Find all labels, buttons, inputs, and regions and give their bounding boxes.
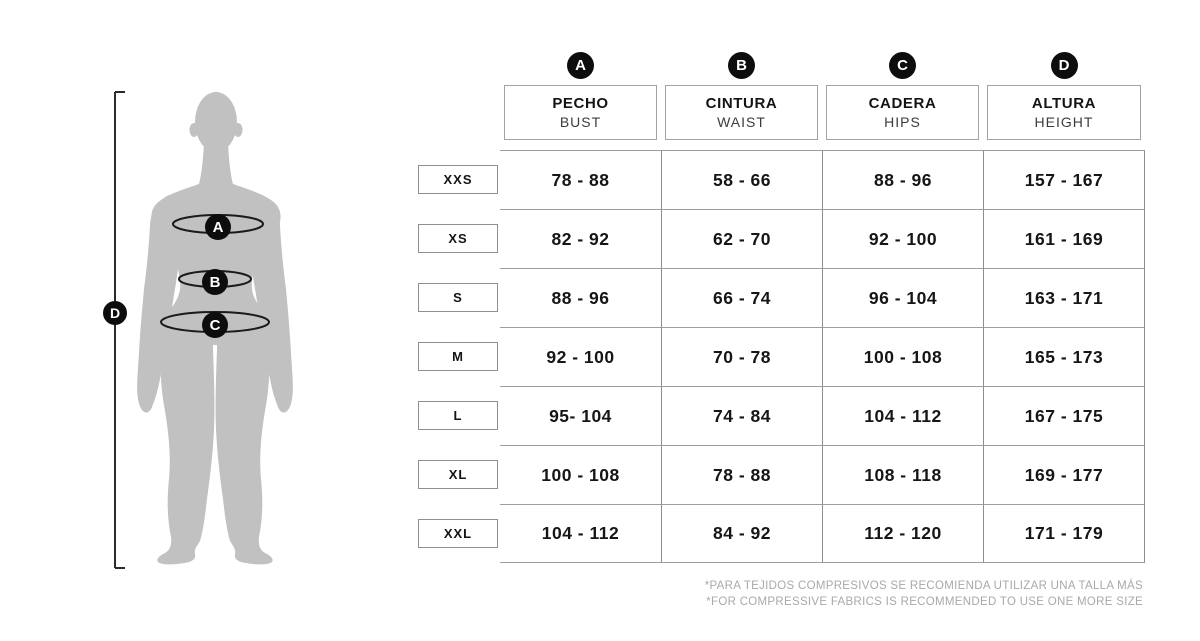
footnotes: *PARA TEJIDOS COMPRESIVOS SE RECOMIENDA … (705, 578, 1143, 610)
column-c-badge: C (889, 51, 916, 79)
cell-height: 167 - 175 (983, 386, 1145, 445)
size-label: XXS (418, 165, 498, 194)
footnote-en: *FOR COMPRESSIVE FABRICS IS RECOMMENDED … (706, 596, 1143, 608)
header-waist-es: CINTURA (705, 95, 778, 112)
marker-bust-letter: A (213, 219, 224, 236)
size-label: M (418, 342, 498, 371)
cell-height: 163 - 171 (983, 268, 1145, 327)
cell-waist: 78 - 88 (661, 445, 822, 504)
marker-height: D (103, 301, 127, 325)
column-header-row: PECHO BUST CINTURA WAIST CADERA HIPS ALT… (418, 85, 1145, 140)
cell-waist: 74 - 84 (661, 386, 822, 445)
cell-waist: 66 - 74 (661, 268, 822, 327)
size-label: XL (418, 460, 498, 489)
cell-height: 169 - 177 (983, 445, 1145, 504)
cell-hips: 100 - 108 (822, 327, 983, 386)
cell-bust: 82 - 92 (500, 209, 661, 268)
header-hips-es: CADERA (868, 95, 937, 112)
table-row-m: M 92 - 100 70 - 78 100 - 108 165 - 173 (418, 327, 1145, 386)
marker-waist-letter: B (210, 274, 221, 291)
cell-height: 157 - 167 (983, 150, 1145, 209)
cell-height: 161 - 169 (983, 209, 1145, 268)
cell-height: 171 - 179 (983, 504, 1145, 563)
header-waist: CINTURA WAIST (665, 85, 818, 140)
cell-waist: 62 - 70 (661, 209, 822, 268)
marker-height-letter: D (110, 305, 120, 321)
table-row-xxs: XXS 78 - 88 58 - 66 88 - 96 157 - 167 (418, 150, 1145, 209)
header-height-es: ALTURA (1031, 95, 1097, 112)
size-label: L (418, 401, 498, 430)
column-d-badge: D (1050, 51, 1078, 79)
header-bust: PECHO BUST (504, 85, 657, 140)
cell-waist: 84 - 92 (661, 504, 822, 563)
cell-waist: 70 - 78 (661, 327, 822, 386)
cell-bust: 104 - 112 (500, 504, 661, 563)
cell-waist: 58 - 66 (661, 150, 822, 209)
table-row-s: S 88 - 96 66 - 74 96 - 104 163 - 171 (418, 268, 1145, 327)
cell-hips: 108 - 118 (822, 445, 983, 504)
table-row-xl: XL 100 - 108 78 - 88 108 - 118 169 - 177 (418, 445, 1145, 504)
cell-hips: 112 - 120 (822, 504, 983, 563)
cell-bust: 92 - 100 (500, 327, 661, 386)
size-table: A B C D PECHO BUST CINTURA WAIST C (418, 45, 1145, 563)
cell-hips: 88 - 96 (822, 150, 983, 209)
size-label: XS (418, 224, 498, 253)
marker-hips-letter: C (210, 317, 221, 334)
cell-bust: 95- 104 (500, 386, 661, 445)
female-silhouette (137, 92, 293, 565)
column-a-badge: A (567, 51, 594, 79)
footnote-es: *PARA TEJIDOS COMPRESIVOS SE RECOMIENDA … (704, 580, 1143, 592)
column-b-badge: B (728, 51, 755, 79)
cell-hips: 96 - 104 (822, 268, 983, 327)
marker-hips: C (202, 312, 228, 338)
body-measurement-diagram: A B C D (95, 85, 335, 577)
marker-bust: A (205, 214, 231, 240)
header-hips-en: HIPS (884, 114, 921, 130)
cell-hips: 92 - 100 (822, 209, 983, 268)
table-row-l: L 95- 104 74 - 84 104 - 112 167 - 175 (418, 386, 1145, 445)
table-row-xxl: XXL 104 - 112 84 - 92 112 - 120 171 - 17… (418, 504, 1145, 563)
cell-height: 165 - 173 (983, 327, 1145, 386)
header-waist-en: WAIST (717, 114, 766, 130)
cell-bust: 100 - 108 (500, 445, 661, 504)
body-silhouette-svg: A B C D (103, 91, 293, 569)
header-height-en: HEIGHT (1034, 114, 1094, 130)
cell-bust: 88 - 96 (500, 268, 661, 327)
marker-waist: B (202, 269, 228, 295)
header-height: ALTURA HEIGHT (987, 85, 1141, 140)
header-bust-en: BUST (559, 114, 602, 130)
height-measure-line (114, 91, 125, 569)
cell-bust: 78 - 88 (500, 150, 661, 209)
size-label: S (418, 283, 498, 312)
header-hips: CADERA HIPS (826, 85, 979, 140)
table-row-xs: XS 82 - 92 62 - 70 92 - 100 161 - 169 (418, 209, 1145, 268)
cell-hips: 104 - 112 (822, 386, 983, 445)
header-bust-es: PECHO (552, 95, 609, 112)
column-letter-row: A B C D (418, 45, 1145, 85)
size-label: XXL (418, 519, 498, 548)
